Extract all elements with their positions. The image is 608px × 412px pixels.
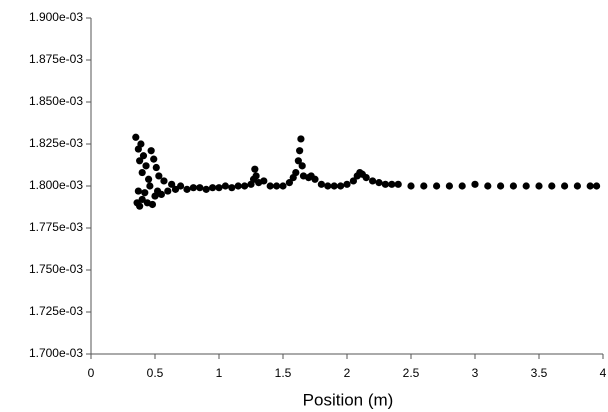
x-tick-label: 2 (344, 366, 351, 380)
data-point (317, 180, 325, 188)
data-point (228, 184, 236, 192)
x-tick-label: 1 (216, 366, 223, 380)
data-point (202, 185, 210, 193)
data-point (215, 184, 223, 192)
data-point (155, 172, 163, 180)
data-point (522, 182, 530, 190)
data-point (297, 135, 305, 143)
data-point (164, 187, 172, 195)
data-point (134, 187, 142, 195)
data-point (147, 147, 155, 155)
x-tick-label: 0 (88, 366, 95, 380)
data-point (407, 182, 415, 190)
data-point (136, 202, 144, 210)
data-point (509, 182, 517, 190)
data-point (138, 168, 146, 177)
data-point (388, 180, 396, 188)
data-point (381, 180, 389, 188)
data-point (137, 140, 145, 148)
data-point (141, 189, 149, 197)
x-tick-label: 2.5 (403, 366, 420, 380)
data-point (535, 182, 543, 190)
data-point (241, 182, 249, 190)
data-point (139, 152, 148, 160)
data-point (279, 182, 287, 190)
data-point (251, 165, 259, 173)
x-tick-label: 1.5 (275, 366, 292, 380)
data-point (266, 182, 274, 190)
x-tick-label: 3.5 (531, 366, 548, 380)
data-point (484, 182, 492, 190)
data-point (234, 182, 242, 190)
data-point (458, 182, 466, 190)
data-point (298, 162, 306, 170)
data-point (586, 182, 594, 190)
data-point (168, 180, 176, 188)
y-tick-label: 1.750e-03 (29, 262, 83, 276)
data-point (362, 174, 370, 182)
data-point (375, 179, 383, 187)
data-point (177, 182, 185, 190)
x-tick-label: 0.5 (147, 366, 164, 380)
data-point (196, 184, 204, 192)
data-point (148, 200, 157, 209)
data-point (292, 168, 300, 177)
y-tick-label: 1.725e-03 (29, 304, 83, 318)
data-point (420, 182, 428, 190)
data-point (330, 182, 338, 190)
x-tick-label: 3 (472, 366, 479, 380)
data-point (337, 182, 345, 190)
data-point (146, 182, 154, 190)
data-point (142, 162, 150, 170)
data-point (311, 175, 319, 183)
data-point (593, 182, 601, 190)
data-point (209, 184, 217, 192)
y-tick-label: 1.700e-03 (29, 346, 83, 360)
data-point (189, 184, 197, 192)
data-point (324, 182, 332, 190)
data-point (294, 157, 302, 165)
data-point (273, 182, 281, 190)
data-point (497, 182, 505, 190)
y-tick-label: 1.900e-03 (29, 10, 83, 24)
data-point (221, 182, 229, 190)
data-point (252, 172, 260, 180)
y-tick-label: 1.825e-03 (29, 136, 83, 150)
data-point (349, 177, 357, 185)
data-point (548, 182, 556, 190)
x-tick-label: 4 (600, 366, 607, 380)
data-point (157, 190, 165, 198)
data-point (561, 182, 569, 190)
data-point (150, 155, 158, 163)
data-point (132, 133, 140, 141)
y-tick-label: 1.800e-03 (29, 178, 83, 192)
data-point (369, 177, 377, 185)
x-axis-label: Position (m) (303, 390, 394, 409)
data-point (296, 147, 304, 155)
data-point (152, 163, 160, 172)
data-point (138, 195, 146, 204)
data-point (136, 157, 144, 165)
data-point (160, 177, 168, 185)
data-point (471, 180, 479, 188)
data-point (171, 185, 180, 193)
data-point (285, 179, 293, 187)
data-point (260, 177, 268, 185)
y-tick-label: 1.850e-03 (29, 94, 83, 108)
data-point (573, 182, 582, 190)
data-point (343, 180, 351, 188)
data-point (445, 182, 453, 190)
data-point (183, 185, 191, 193)
data-point (433, 182, 441, 190)
y-tick-label: 1.775e-03 (29, 220, 83, 234)
y-tick-label: 1.875e-03 (29, 52, 83, 66)
data-point (394, 180, 402, 188)
data-point (145, 175, 153, 183)
